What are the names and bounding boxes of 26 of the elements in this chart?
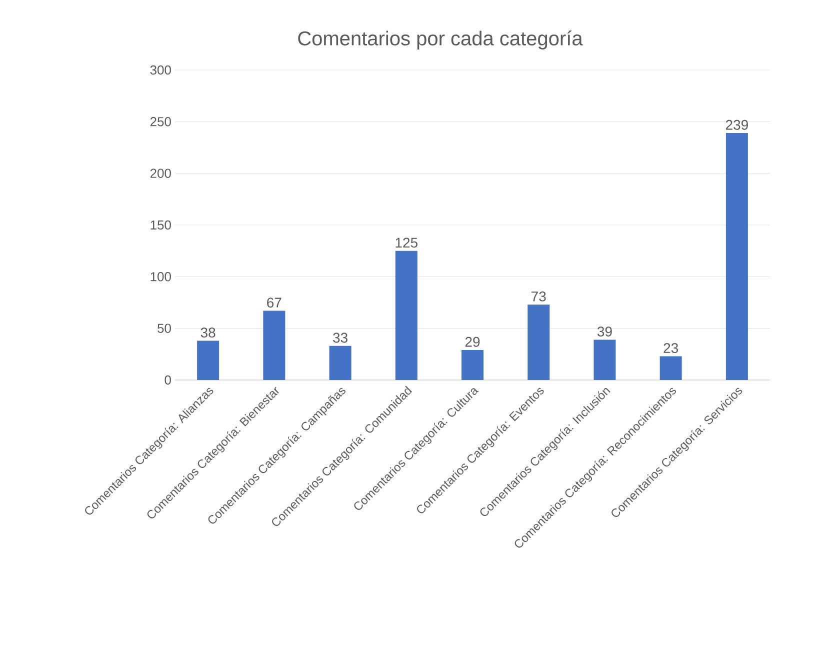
- bar: [395, 250, 418, 380]
- bar: [528, 304, 550, 380]
- bar: [197, 340, 220, 380]
- y-tick-label: 0: [164, 375, 171, 385]
- bar: [660, 356, 682, 380]
- bar: [263, 310, 286, 380]
- data-label: 67: [267, 298, 282, 308]
- y-tick-label: 100: [150, 272, 171, 282]
- data-label: 239: [726, 120, 748, 130]
- data-label: 33: [333, 332, 348, 343]
- data-label: 23: [664, 343, 678, 354]
- bar: [726, 133, 748, 380]
- y-tick-label: 50: [158, 324, 171, 333]
- data-label: 29: [465, 336, 480, 347]
- bar: [462, 350, 484, 380]
- bar: [594, 340, 616, 380]
- bar: [329, 346, 352, 380]
- y-tick-label: 250: [150, 117, 171, 126]
- chart-title: Comentarios por cada categoría: [298, 30, 583, 50]
- y-tick-label: 150: [150, 220, 171, 230]
- y-tick-label: 300: [150, 65, 171, 75]
- data-label: 73: [532, 291, 546, 302]
- data-label: 38: [200, 328, 216, 338]
- data-label: 39: [597, 326, 612, 337]
- y-tick-label: 200: [150, 168, 171, 178]
- data-label: 125: [396, 238, 418, 248]
